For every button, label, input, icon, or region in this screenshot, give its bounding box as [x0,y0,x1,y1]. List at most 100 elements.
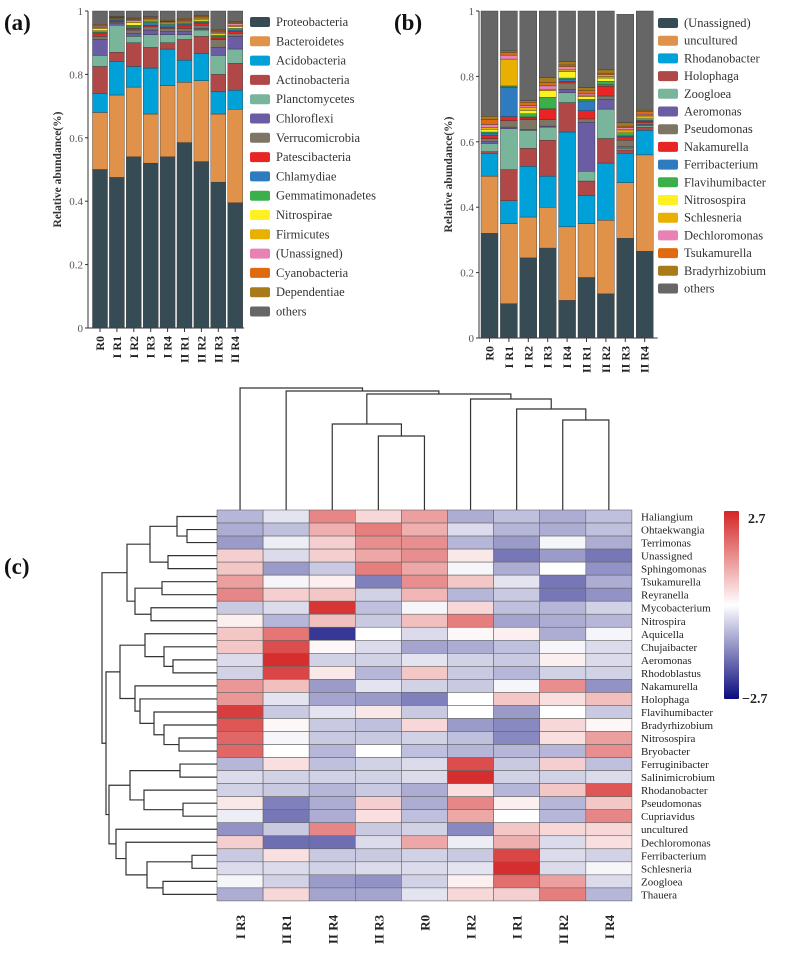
bar-segment [636,115,654,118]
bar-stack [210,10,227,329]
heatmap-cell [447,574,494,589]
bar-segment [577,94,596,97]
heatmap-cell [354,757,402,771]
bar-segment [519,119,537,130]
heatmap-cell [585,731,633,745]
heatmap-cell [585,718,633,732]
bar-segment [519,110,537,114]
bar-stack [480,10,499,339]
legend-swatch [250,132,270,143]
heatmap-row [216,757,633,771]
heatmap-cell [493,783,541,797]
heatmap-cell [447,548,494,563]
x-tick-label: I R4 [560,346,574,368]
legend-item: Rhodanobacter [658,51,761,65]
dendrogram-branch [134,587,162,615]
heatmap-cell [262,822,310,837]
heatmap-cell [262,809,310,824]
heatmap-cell [539,783,587,797]
heatmap-row [216,639,633,654]
heatmap-cell [216,809,264,824]
bar-segment [480,116,499,120]
panel-label-b: (b) [394,10,422,35]
heatmap-row [216,848,633,863]
heatmap-cell [539,822,587,837]
bar-segment [636,116,654,119]
bar-segment [193,29,210,37]
heatmap-cell [401,822,448,837]
bar-segment [227,23,243,26]
heatmap-cell [539,692,587,706]
bar-segment [480,10,499,117]
bar-segment [519,117,537,120]
legend-item: Proteobacteria [250,15,349,29]
bar-segment [193,23,210,26]
heatmap-cell [585,613,633,628]
heatmap-row [216,535,633,550]
bar-segment [109,25,125,53]
heatmap-cell [493,626,541,641]
heatmap-row [216,718,633,732]
heatmap-cell [585,535,633,550]
bar-segment [92,33,108,37]
dendrogram-branch [191,854,217,869]
heatmap-cell [585,783,633,797]
heatmap-cell [447,626,494,641]
dendrogram-branch [167,555,217,570]
heatmap-cell [354,809,402,824]
heatmap-row [216,770,633,784]
heatmap-cell [216,796,264,810]
heatmap-cell [354,653,402,667]
bar-segment [227,48,243,64]
dendrogram-branch [150,607,217,622]
legend-swatch [250,306,270,317]
bar-segment [210,47,227,56]
bar-segment [126,156,142,329]
bar-segment [558,10,576,62]
heatmap-row [216,600,633,615]
dendrogram-branch [108,784,130,845]
heatmap-cell [308,639,356,654]
legend-item: Tsukamurella [658,246,752,260]
heatmap-cell [585,600,633,615]
heatmap-row [216,692,633,706]
row-label: Rhodanobacter [641,785,708,797]
heatmap-cell [216,639,264,654]
legend-swatch [658,141,678,152]
legend-item: Verrucomicrobia [250,131,360,145]
row-label: Salinimicrobium [641,772,715,784]
bar-segment [616,132,634,137]
bar-segment [577,195,596,224]
bar-segment [558,66,576,71]
heatmap-cell [401,861,448,876]
legend-item: Bacteroidetes [250,34,344,48]
bar-segment [480,143,499,152]
heatmap: HaliangiumOhtaekwangiaTerrimonasUnassign… [101,387,767,944]
heatmap-cell [308,522,356,537]
heatmap-cell [262,613,310,628]
heatmap-cell [447,692,494,706]
heatmap-cell [447,561,494,576]
bar-segment [227,26,243,29]
heatmap-cell [401,757,448,771]
heatmap-cell [401,783,448,797]
legend-swatch [250,229,270,240]
heatmap-cell [354,548,402,563]
bar-segment [616,182,634,239]
heatmap-cell [447,835,494,850]
heatmap-cell [401,561,448,576]
bar-segment [193,25,210,29]
heatmap-cell [493,848,541,863]
legend-label: Nitrosospira [684,193,746,207]
legend-label: Schlesneria [684,211,742,225]
heatmap-row [216,705,633,719]
dendrogram-branch [101,572,127,744]
bar-segment [210,10,227,30]
x-tick-label: II R2 [194,336,208,363]
bar-segment [109,23,125,26]
legend-label: (Unassigned) [276,247,343,261]
bar-segment [500,54,518,60]
x-tick-label: R0 [483,346,497,361]
bar-segment [142,26,159,31]
